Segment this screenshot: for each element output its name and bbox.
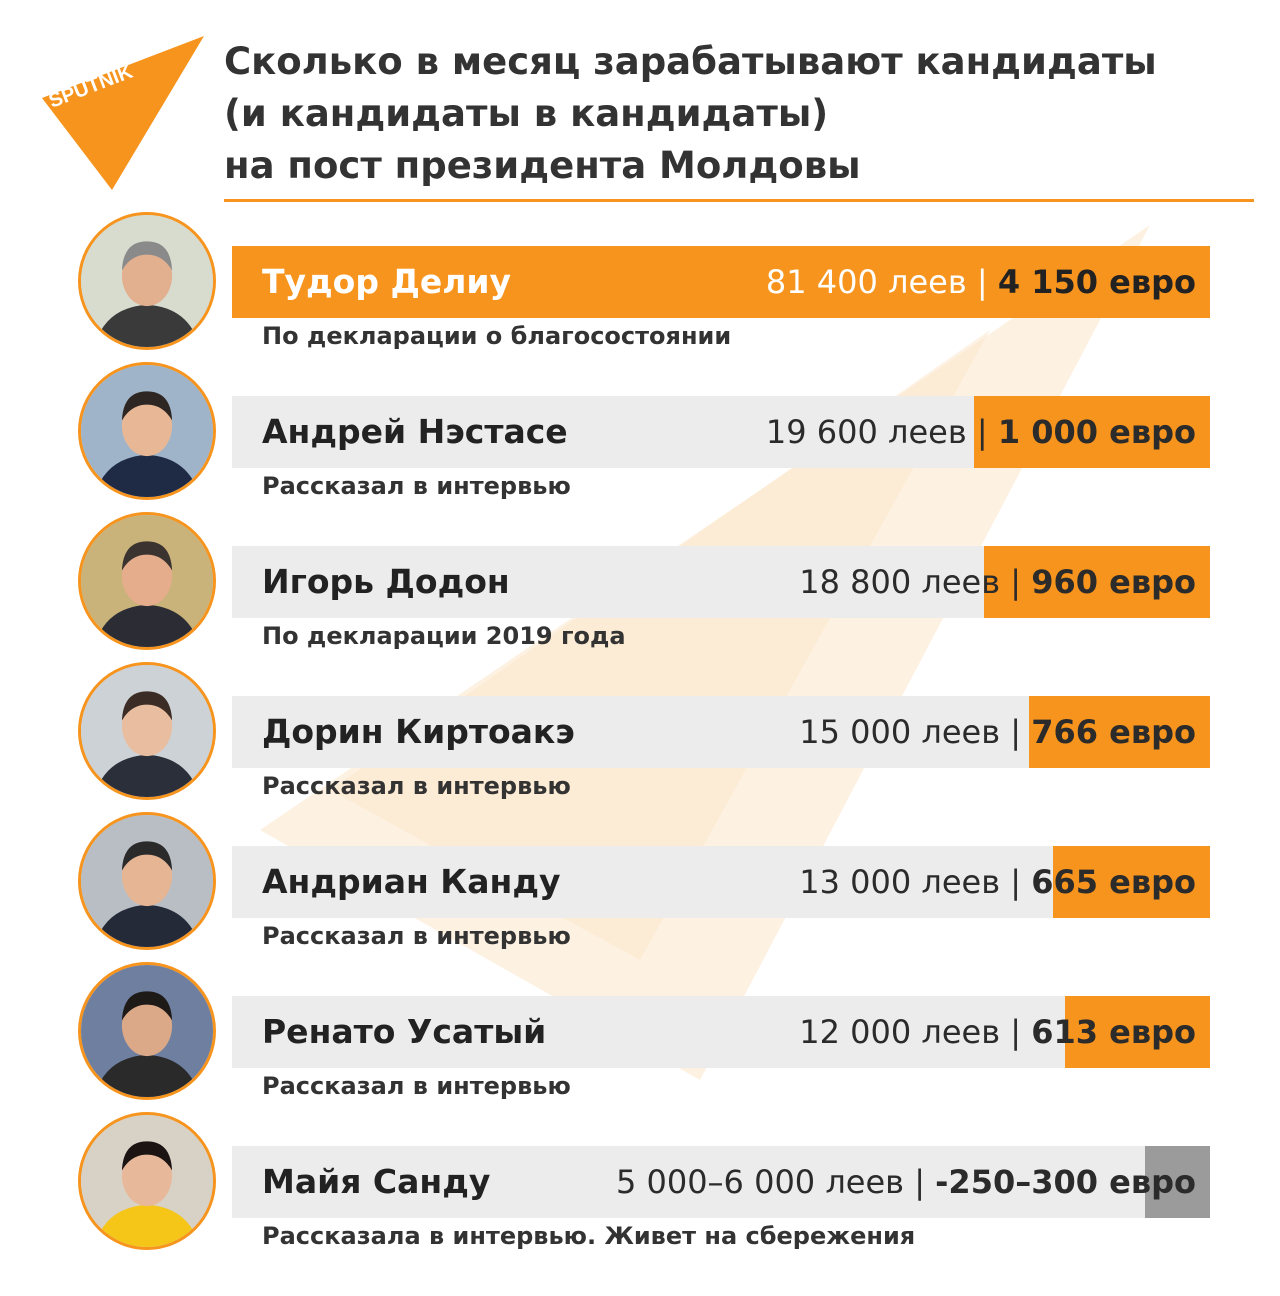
page-title: Сколько в месяц зарабатывают кандидаты (… [224, 36, 1244, 192]
salary-bar-track [232, 546, 1210, 618]
salary-separator: | [1000, 863, 1032, 901]
candidate-name: Андрей Нэстасе [262, 412, 568, 451]
salary-eur: 1 000 евро [997, 413, 1196, 451]
salary-lei: 5 000–6 000 леев [615, 1163, 905, 1201]
candidate-name: Дорин Киртоакэ [262, 712, 575, 751]
candidate-row: Андриан Канду 13 000 леев | 665 евро Расск… [0, 812, 1280, 996]
candidate-name: Ренато Усатый [262, 1012, 547, 1051]
salary-separator: | [1000, 563, 1032, 601]
source-note: Рассказал в интервью [262, 772, 571, 800]
salary-eur: -250–300 евро [935, 1163, 1196, 1201]
candidate-row: Игорь Додон 18 800 леев | 960 евро По декл… [0, 512, 1280, 696]
salary-bar-track [232, 1146, 1210, 1218]
candidate-photo [78, 1112, 216, 1250]
salary-separator: | [966, 263, 998, 301]
candidate-row: Ренато Усатый 12 000 леев | 613 евро Расск… [0, 962, 1280, 1146]
candidate-photo [78, 512, 216, 650]
salary-separator: | [1000, 1013, 1032, 1051]
salary-eur: 4 150 евро [997, 263, 1196, 301]
salary-label: 5 000–6 000 леев | -250–300 евро [616, 1146, 1196, 1218]
salary-bar-track [232, 846, 1210, 918]
salary-bar [232, 246, 1210, 318]
salary-lei: 81 400 леев [765, 263, 967, 301]
candidate-photo [78, 812, 216, 950]
candidate-photo [78, 212, 216, 350]
title-line-1: Сколько в месяц зарабатывают кандидаты [224, 40, 1157, 83]
candidate-photo [78, 362, 216, 500]
salary-separator: | [904, 1163, 936, 1201]
candidate-row: Дорин Киртоакэ 15 000 леев | 766 евро Расс… [0, 662, 1280, 846]
salary-label: 19 600 леев | 1 000 евро [766, 396, 1196, 468]
salary-label: 12 000 леев | 613 евро [799, 996, 1196, 1068]
salary-separator: | [966, 413, 998, 451]
salary-bar-track [232, 696, 1210, 768]
candidate-row: Майя Санду 5 000–6 000 леев | -250–300 ев… [0, 1112, 1280, 1296]
salary-lei: 18 800 леев [799, 563, 1001, 601]
salary-eur: 665 евро [1031, 863, 1196, 901]
salary-bar [1029, 696, 1210, 768]
sputnik-logo: SPUTNIK [42, 36, 204, 190]
candidate-name: Тудор Делиу [262, 262, 512, 301]
salary-lei: 12 000 леев [799, 1013, 1001, 1051]
salary-lei: 19 600 леев [765, 413, 967, 451]
salary-bar [1145, 1146, 1210, 1218]
title-line-3: на пост президента Молдовы [224, 144, 861, 187]
candidate-photo [78, 962, 216, 1100]
source-note: По декларации 2019 года [262, 622, 626, 650]
candidate-name: Андриан Канду [262, 862, 561, 901]
salary-bar-track [232, 246, 1210, 318]
salary-bar [974, 396, 1210, 468]
salary-eur: 766 евро [1031, 713, 1196, 751]
source-note: По декларации о благосостоянии [262, 322, 732, 350]
salary-bar [1053, 846, 1210, 918]
salary-eur: 613 евро [1031, 1013, 1196, 1051]
candidate-name: Игорь Додон [262, 562, 510, 601]
salary-lei: 15 000 леев [799, 713, 1001, 751]
salary-eur: 960 евро [1031, 563, 1196, 601]
salary-bar [1065, 996, 1210, 1068]
source-note: Рассказал в интервью [262, 472, 571, 500]
title-divider [224, 199, 1254, 202]
candidate-name: Майя Санду [262, 1162, 491, 1201]
candidate-photo [78, 662, 216, 800]
source-note: Рассказала в интервью. Живет на сбережен… [262, 1222, 916, 1250]
candidate-row: Андрей Нэстасе 19 600 леев | 1 000 евро Ра… [0, 362, 1280, 546]
salary-separator: | [1000, 713, 1032, 751]
salary-label: 15 000 леев | 766 евро [799, 696, 1196, 768]
candidate-row: Тудор Делиу 81 400 леев | 4 150 евро По де… [0, 212, 1280, 396]
source-note: Рассказал в интервью [262, 922, 571, 950]
salary-label: 13 000 леев | 665 евро [799, 846, 1196, 918]
salary-label: 81 400 леев | 4 150 евро [766, 246, 1196, 318]
salary-lei: 13 000 леев [799, 863, 1001, 901]
salary-bar-track [232, 396, 1210, 468]
salary-bar-track [232, 996, 1210, 1068]
salary-bar [984, 546, 1210, 618]
salary-label: 18 800 леев | 960 евро [799, 546, 1196, 618]
title-line-2: (и кандидаты в кандидаты) [224, 92, 829, 135]
source-note: Рассказал в интервью [262, 1072, 571, 1100]
